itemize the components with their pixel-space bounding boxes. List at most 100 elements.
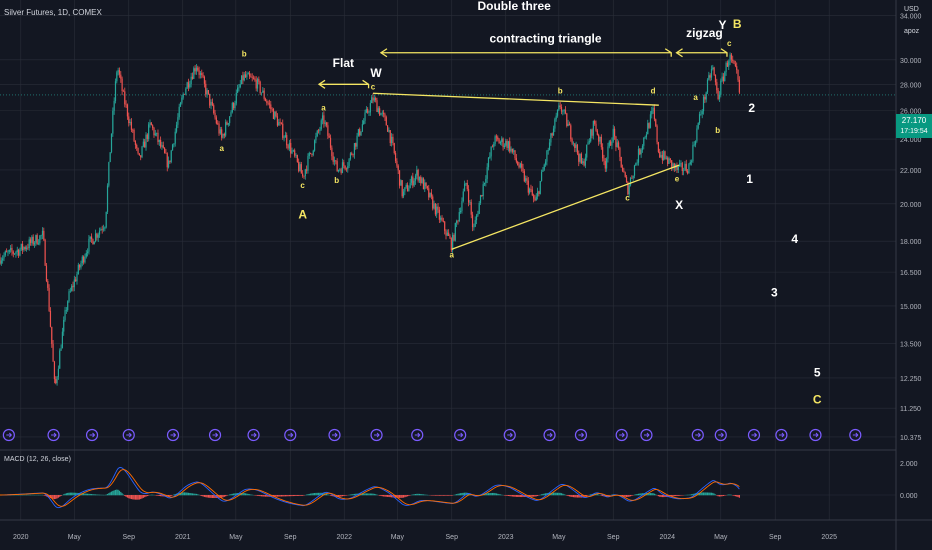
candle-body [158, 140, 160, 142]
macd-histogram-bar [340, 495, 342, 497]
macd-histogram-bar [112, 490, 114, 496]
candle-body [566, 113, 568, 127]
macd-histogram-bar [146, 495, 148, 497]
candle-body [32, 236, 34, 245]
macd-indicator-label[interactable]: MACD (12, 26, close) [4, 456, 71, 463]
candle-body [153, 127, 155, 136]
candle-body [688, 164, 690, 174]
candle-body [217, 123, 219, 125]
macd-histogram-bar [688, 494, 690, 496]
candle-body [513, 150, 515, 152]
macd-histogram-bar [189, 492, 191, 496]
candle-body [79, 264, 81, 268]
event-icon [47, 428, 60, 442]
macd-histogram-bar [575, 495, 577, 498]
candle-body [109, 152, 111, 163]
macd-histogram-bar [486, 493, 488, 496]
candle-body [185, 88, 187, 95]
macd-histogram-bar [621, 495, 624, 497]
macd-histogram-bar [323, 492, 325, 496]
candle-body [29, 239, 32, 243]
macd-histogram-bar [425, 494, 427, 496]
macd-histogram-bar [195, 493, 198, 496]
flat-arrow-head-left [317, 79, 326, 89]
candle-body [90, 236, 93, 240]
candle-body [698, 114, 701, 124]
event-arrow-icon [6, 432, 13, 438]
macd-histogram-bar [282, 495, 284, 497]
candle-body [659, 151, 661, 158]
candle-body [456, 220, 458, 224]
signal-line [0, 469, 740, 507]
candle-body [140, 155, 142, 158]
candle-body [242, 75, 244, 81]
projection-1: 1 [746, 172, 753, 186]
candle-body [181, 97, 183, 103]
candle-body [365, 109, 367, 113]
candle-body [316, 130, 318, 136]
macd-histogram-bar [359, 493, 361, 496]
macd-histogram-bar [225, 495, 227, 497]
candle-body [105, 211, 107, 228]
candle-body [637, 148, 640, 163]
macd-histogram-bar [730, 494, 733, 496]
candle-body [303, 175, 305, 177]
macd-histogram-bar [105, 494, 107, 496]
macd-histogram-bar [260, 495, 263, 497]
candle-body [44, 239, 46, 266]
macd-histogram-bar [570, 495, 572, 497]
macd-histogram-bar [434, 495, 436, 496]
candle-body [179, 102, 182, 107]
candle-body [282, 123, 284, 138]
candle-body [48, 287, 50, 311]
candle-body [433, 203, 435, 209]
macd-histogram-bar [198, 494, 200, 496]
macd-histogram-bar [292, 495, 294, 497]
macd-histogram-bar [604, 495, 606, 497]
candle-body [64, 310, 66, 321]
macd-histogram-bar [489, 493, 491, 496]
macd-histogram-bar [205, 495, 207, 498]
macd-histogram-bar [379, 495, 381, 496]
macd-histogram-bar [262, 495, 264, 497]
candle-body [156, 132, 158, 134]
candle-body [379, 108, 381, 116]
macd-histogram-bar [368, 493, 370, 496]
candle-body [141, 146, 143, 158]
macd-histogram-bar [568, 495, 571, 497]
macd-histogram-bar [701, 492, 703, 496]
candle-body [271, 108, 273, 110]
macd-histogram-bar [291, 495, 293, 497]
candle-body [495, 136, 498, 138]
candle-body [291, 150, 293, 154]
candle-body [390, 136, 393, 144]
candle-body [28, 239, 30, 249]
event-arrow-icon [852, 432, 859, 438]
macd-histogram-bar [51, 495, 53, 499]
candle-body [683, 170, 685, 172]
macd-histogram-bar [118, 490, 121, 496]
candle-body [40, 235, 42, 236]
candle-body [671, 160, 673, 168]
candle-body [644, 136, 646, 138]
macd-histogram-bar [90, 494, 93, 496]
candle-body [51, 326, 53, 344]
macd-histogram-bar [110, 491, 113, 496]
candle-body [708, 75, 710, 80]
currency-label[interactable]: USD [904, 6, 919, 13]
candle-body [295, 155, 297, 156]
macd-histogram-bar [52, 495, 54, 499]
wave-letter-A: A [298, 207, 307, 221]
candle-body [235, 92, 237, 104]
candle-body [537, 191, 539, 197]
macd-histogram-bar [709, 492, 711, 496]
macd-histogram-bar [408, 495, 410, 496]
macd-histogram-bar [375, 494, 377, 496]
macd-histogram-bar [142, 495, 144, 498]
macd-histogram-bar [71, 492, 73, 496]
candle-body [592, 120, 594, 136]
candle-body [189, 84, 191, 88]
candle-body [45, 265, 48, 282]
macd-histogram-bar [572, 495, 575, 498]
candle-body [332, 156, 334, 162]
